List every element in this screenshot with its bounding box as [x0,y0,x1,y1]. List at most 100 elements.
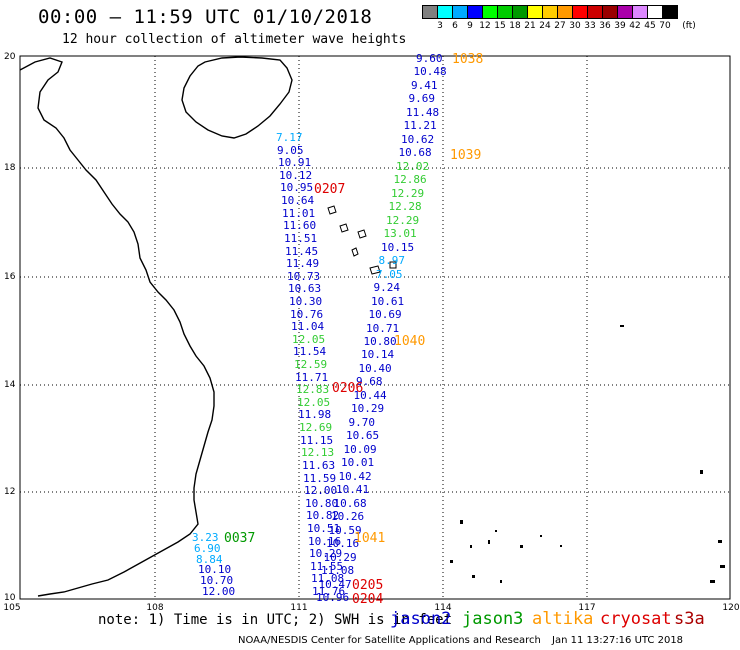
wave-height-value: 11.54 [293,345,327,359]
pass-time-label: 1040 [394,334,426,349]
wave-height-value: 10.61 [371,294,405,308]
wave-height-value: 12.69 [299,421,333,435]
wave-height-value: 11.01 [282,206,316,220]
satellite-legend-item: s3a [674,609,705,629]
scale-label: 42 [629,21,641,31]
wave-height-value: 10.40 [358,361,392,375]
wave-height-value: 10.91 [278,156,312,170]
wave-height-color-scale [422,5,678,19]
wave-height-value: 12.05 [292,332,326,346]
pass-time-label: 1041 [354,531,386,546]
wave-height-value: 10.51 [307,521,341,535]
pass-time-label: 0205 [352,578,384,593]
wave-height-value: 10.10 [198,563,232,577]
pass-time-label: 1039 [450,148,482,163]
wave-height-value: 11.63 [302,458,336,472]
lon-label: 105 [3,603,21,613]
lon-label: 114 [434,603,452,613]
wave-height-value: 10.95 [280,181,314,195]
scale-label: 45 [644,21,656,31]
wave-height-value: 9.24 [373,281,401,295]
scale-label: 24 [539,21,551,31]
wave-height-value: 12.13 [301,446,335,460]
wave-height-value: 12.86 [393,173,427,187]
wave-height-value: 10.14 [361,348,395,362]
pass-time-label: 0204 [352,592,384,607]
wave-height-value: 12.28 [388,200,422,214]
lat-label: 10 [4,593,16,603]
wave-height-value: 12.00 [202,585,236,598]
scale-unit: (ft) [682,21,696,31]
lat-label: 20 [4,52,16,62]
wave-height-value: 11.15 [300,433,334,447]
wave-height-value: 10.15 [381,240,415,254]
wave-height-value: 10.64 [281,194,315,208]
wave-height-value: 10.69 [368,308,402,322]
scale-label: 39 [614,21,626,31]
wave-height-value: 11.08 [311,572,345,586]
scale-label: 15 [494,21,506,31]
wave-height-value: 10.62 [401,132,435,146]
wave-height-value: 13.01 [383,227,417,241]
wave-height-value: 11.60 [283,219,317,233]
paracel-islands [327,205,397,275]
lat-label: 14 [4,380,16,390]
wave-height-value: 11.08 [321,564,355,578]
wave-height-value: 11.76 [312,585,346,598]
wave-height-value: 11.59 [303,471,337,485]
map-title: 00:00 – 11:59 UTC 01/10/2018 [38,6,373,28]
satellite-legend-item: jason3 [462,609,524,629]
wave-height-value: 10.26 [331,510,365,524]
wave-height-value: 10.80 [305,496,339,510]
lon-label: 111 [290,603,308,613]
hainan-island-coastline [181,56,293,139]
vietnam-coastline [19,57,215,597]
map-subtitle: 12 hour collection of altimeter wave hei… [62,32,407,47]
wave-height-value: 12.05 [297,395,331,409]
wave-height-value: 11.45 [285,244,319,258]
pass-time-label: 1038 [452,52,484,67]
scale-label: 6 [452,21,458,31]
wave-height-value: 9.69 [408,92,436,106]
wave-height-value: 10.96 [316,591,350,604]
wave-height-value: 12.83 [296,383,330,397]
lat-label: 16 [4,272,16,282]
satellite-legend-item: altika [532,609,594,629]
wave-height-value: 11.55 [310,559,344,573]
wave-height-value: 10.29 [323,550,357,564]
wave-height-value: 10.63 [288,282,322,296]
header: 00:00 – 11:59 UTC 01/10/2018 12 hour col… [0,0,740,58]
wave-height-value: 12.00 [304,484,338,498]
scale-label: 27 [554,21,566,31]
wave-height-value: 10.59 [328,523,362,537]
scale-label: 33 [584,21,596,31]
wave-height-value: 7.05 [376,267,403,281]
wave-height-value: 10.30 [289,294,323,308]
wave-height-value: 11.48 [406,105,440,119]
wave-height-value: 12.29 [386,213,420,227]
wave-height-value: 10.01 [341,456,375,470]
scale-label: 3 [437,21,443,31]
wave-height-value: 11.04 [291,320,325,334]
graticule [20,56,730,599]
wave-height-value: 10.80 [363,334,397,348]
lon-label: 120 [722,603,740,613]
wave-height-value: 10.16 [326,537,360,551]
scale-label: 12 [479,21,491,31]
scale-swatch [662,5,678,19]
wave-height-value: 10.65 [346,429,380,443]
credit-line: NOAA/NESDIS Center for Satellite Applica… [238,635,541,646]
wave-height-value: 10.41 [336,483,370,497]
wave-height-value: 8.97 [378,254,406,268]
wave-height-value: 10.76 [290,307,324,321]
wave-height-value: 12.29 [391,186,425,200]
scale-label: 9 [467,21,473,31]
wave-height-value: 3.23 [192,531,219,544]
wave-height-value: 8.84 [196,552,223,566]
satellite-legend-item: cryosat [600,609,672,629]
wave-height-value: 11.49 [286,257,320,271]
wave-height-value: 10.47 [318,577,352,591]
wave-height-value: 9.41 [411,78,438,92]
wave-height-value: 11.98 [298,408,332,422]
satellite-legend-item: jason2 [390,609,452,629]
